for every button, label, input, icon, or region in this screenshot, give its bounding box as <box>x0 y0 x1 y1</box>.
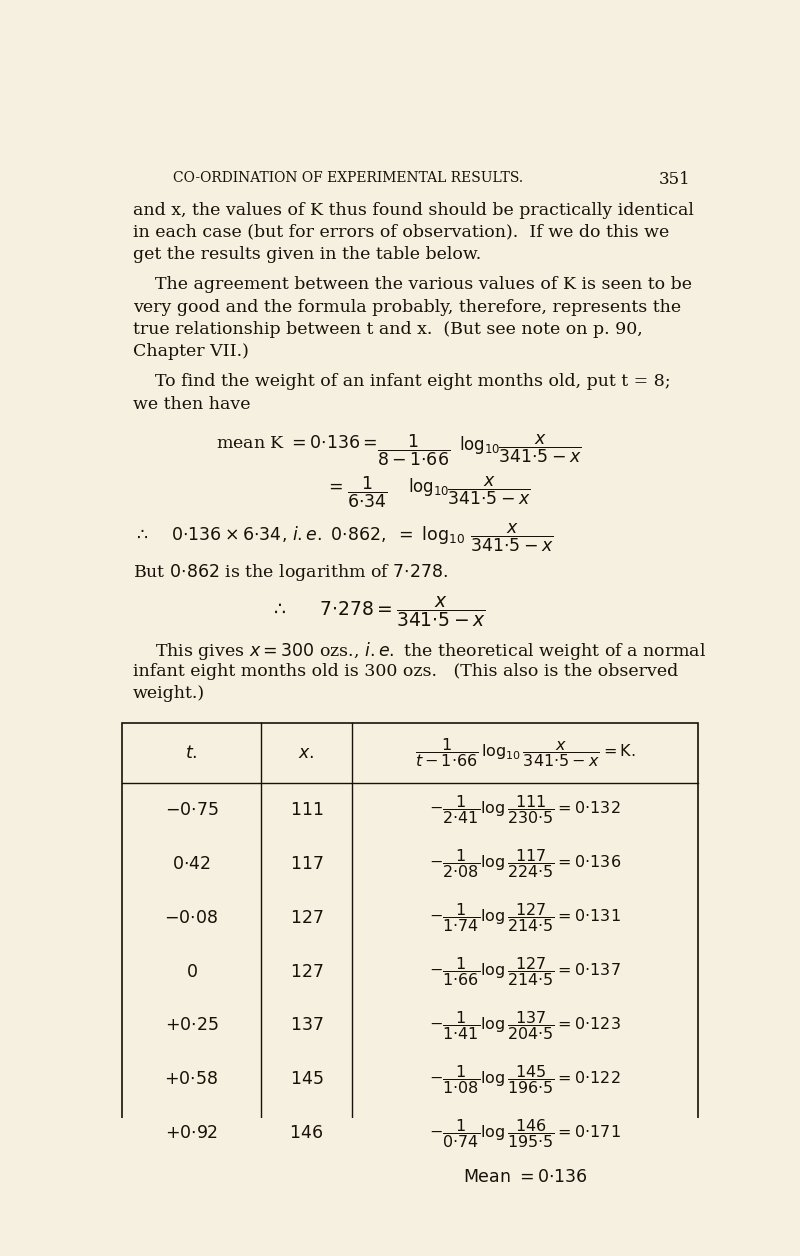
Text: $\dfrac{x}{341{\cdot}5-x}$: $\dfrac{x}{341{\cdot}5-x}$ <box>498 432 581 465</box>
Text: The agreement between the various values of K is seen to be: The agreement between the various values… <box>133 276 691 293</box>
Text: $\therefore$ $\quad$ $7{\cdot}278 = \dfrac{x}{341{\cdot}5 - x}$: $\therefore$ $\quad$ $7{\cdot}278 = \dfr… <box>270 594 486 629</box>
Text: $-\dfrac{1}{1{\cdot}41}\log\dfrac{137}{204{\cdot}5} = 0{\cdot}123$: $-\dfrac{1}{1{\cdot}41}\log\dfrac{137}{2… <box>429 1009 621 1042</box>
Text: mean K $= 0{\cdot}136 =$: mean K $= 0{\cdot}136 =$ <box>216 435 378 452</box>
Text: $127$: $127$ <box>290 962 323 981</box>
Text: $x.$: $x.$ <box>298 744 314 762</box>
Text: very good and the formula probably, therefore, represents the: very good and the formula probably, ther… <box>133 299 681 315</box>
Text: and x, the values of K thus found should be practically identical: and x, the values of K thus found should… <box>133 201 694 219</box>
Text: $117$: $117$ <box>290 855 323 873</box>
Text: $-0{\cdot}08$: $-0{\cdot}08$ <box>165 908 218 927</box>
Text: $+0{\cdot}58$: $+0{\cdot}58$ <box>165 1070 218 1089</box>
Text: weight.): weight.) <box>133 685 205 702</box>
Text: infant eight months old is 300 ozs.   (This also is the observed: infant eight months old is 300 ozs. (Thi… <box>133 663 678 679</box>
Text: we then have: we then have <box>133 396 250 412</box>
Text: CO-ORDINATION OF EXPERIMENTAL RESULTS.: CO-ORDINATION OF EXPERIMENTAL RESULTS. <box>173 171 523 185</box>
Text: To find the weight of an infant eight months old, put t = 8;: To find the weight of an infant eight mo… <box>133 373 670 391</box>
Text: 351: 351 <box>659 171 690 187</box>
Text: $127$: $127$ <box>290 908 323 927</box>
Text: $-\dfrac{1}{1{\cdot}08}\log\dfrac{145}{196{\cdot}5} = 0{\cdot}122$: $-\dfrac{1}{1{\cdot}08}\log\dfrac{145}{1… <box>430 1063 621 1095</box>
Text: $\dfrac{1}{t-1{\cdot}66}\,\log_{10}\dfrac{x}{341{\cdot}5-x} = \mathrm{K}.$: $\dfrac{1}{t-1{\cdot}66}\,\log_{10}\dfra… <box>415 736 635 770</box>
Text: $\dfrac{x}{341{\cdot}5-x}$: $\dfrac{x}{341{\cdot}5-x}$ <box>447 475 530 507</box>
Text: $146$: $146$ <box>290 1124 323 1142</box>
Text: $\log_{10}$: $\log_{10}$ <box>409 476 450 499</box>
Text: $111$: $111$ <box>290 801 323 819</box>
Text: This gives $x = 300$ ozs., $i.e.$ the theoretical weight of a normal: This gives $x = 300$ ozs., $i.e.$ the th… <box>133 641 706 662</box>
Text: $t.$: $t.$ <box>186 744 198 762</box>
Bar <box>122 723 698 1202</box>
Text: $0$: $0$ <box>186 962 198 981</box>
Text: $145$: $145$ <box>290 1070 323 1089</box>
Text: $-\dfrac{1}{0{\cdot}74}\log\dfrac{146}{195{\cdot}5} = 0{\cdot}171$: $-\dfrac{1}{0{\cdot}74}\log\dfrac{146}{1… <box>429 1117 621 1149</box>
Text: Mean $= 0{\cdot}136$: Mean $= 0{\cdot}136$ <box>462 1168 587 1186</box>
Text: get the results given in the table below.: get the results given in the table below… <box>133 246 481 264</box>
Text: $-\dfrac{1}{1{\cdot}66}\log\dfrac{127}{214{\cdot}5} = 0{\cdot}137$: $-\dfrac{1}{1{\cdot}66}\log\dfrac{127}{2… <box>429 955 621 988</box>
Text: But $0{\cdot}862$ is the logarithm of $7{\cdot}278$.: But $0{\cdot}862$ is the logarithm of $7… <box>133 561 448 583</box>
Text: $\therefore$ $\;\;$ $0{\cdot}136 \times 6{\cdot}34$, $i.e.$ $0{\cdot}862,$ $=$ $: $\therefore$ $\;\;$ $0{\cdot}136 \times … <box>133 521 554 554</box>
Text: in each case (but for errors of observation).  If we do this we: in each case (but for errors of observat… <box>133 224 669 241</box>
Text: $137$: $137$ <box>290 1016 323 1035</box>
Text: $+0{\cdot}92$: $+0{\cdot}92$ <box>165 1124 218 1142</box>
Text: $\dfrac{1}{8-1{\cdot}66}$: $\dfrac{1}{8-1{\cdot}66}$ <box>378 432 450 468</box>
Text: Chapter VII.): Chapter VII.) <box>133 343 249 360</box>
Text: $-\dfrac{1}{1{\cdot}74}\log\dfrac{127}{214{\cdot}5} = 0{\cdot}131$: $-\dfrac{1}{1{\cdot}74}\log\dfrac{127}{2… <box>429 901 621 934</box>
Text: $+0{\cdot}25$: $+0{\cdot}25$ <box>165 1016 218 1035</box>
Text: $-\dfrac{1}{2{\cdot}08}\log\dfrac{117}{224{\cdot}5} = 0{\cdot}136$: $-\dfrac{1}{2{\cdot}08}\log\dfrac{117}{2… <box>429 848 621 880</box>
Text: $-\dfrac{1}{2{\cdot}41}\log\dfrac{111}{230{\cdot}5} = 0{\cdot}132$: $-\dfrac{1}{2{\cdot}41}\log\dfrac{111}{2… <box>430 794 621 826</box>
Text: $-0{\cdot}75$: $-0{\cdot}75$ <box>165 801 218 819</box>
Text: $\log_{10}$: $\log_{10}$ <box>459 435 500 456</box>
Text: true relationship between t and x.  (But see note on p. 90,: true relationship between t and x. (But … <box>133 320 642 338</box>
Text: $=$: $=$ <box>325 477 343 495</box>
Text: $\dfrac{1}{6{\cdot}34}$: $\dfrac{1}{6{\cdot}34}$ <box>347 475 388 510</box>
Text: $0{\cdot}42$: $0{\cdot}42$ <box>172 855 211 873</box>
